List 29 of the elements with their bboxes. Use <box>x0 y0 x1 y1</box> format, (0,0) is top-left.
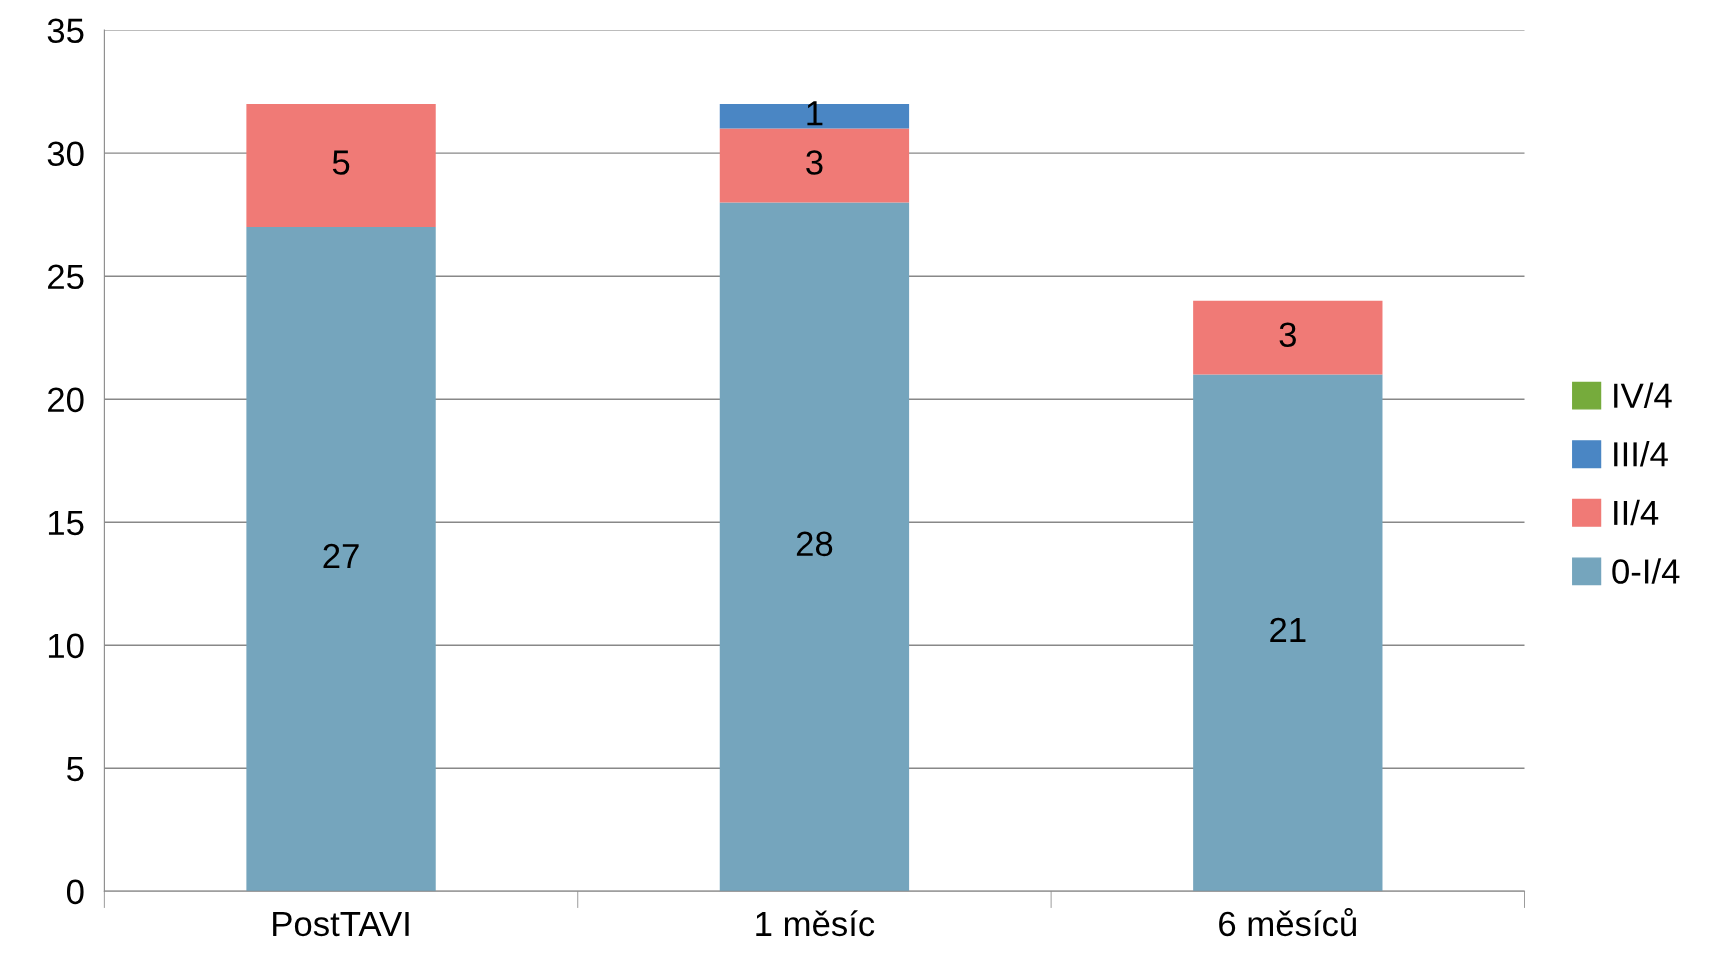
legend-label: IV/4 <box>1614 382 1672 409</box>
y-tick-label: 10 <box>48 633 84 659</box>
y-tick-label: 0 <box>66 879 84 905</box>
data-label: 28 <box>796 531 833 557</box>
y-tick-label: 15 <box>48 510 84 536</box>
data-label: 5 <box>332 150 350 175</box>
bar <box>1193 300 1383 375</box>
y-tick-label: 20 <box>48 387 84 413</box>
bar <box>246 103 436 227</box>
data-label: 21 <box>1270 617 1306 642</box>
legend-label: 0-I/4 <box>1612 558 1680 584</box>
x-tick-label: PostTAVI <box>273 911 409 937</box>
data-label: 3 <box>1279 322 1296 348</box>
y-tick-label: 5 <box>67 756 84 782</box>
legend-label: II/4 <box>1614 499 1659 526</box>
bar <box>719 128 910 203</box>
bar <box>246 226 436 892</box>
data-label: 3 <box>806 150 823 175</box>
data-label: 1 <box>807 101 823 126</box>
data-label: 27 <box>323 543 359 569</box>
bar <box>719 202 910 892</box>
y-tick-label: 25 <box>48 264 84 290</box>
x-tick-label: 1 měsíc <box>756 910 875 937</box>
y-tick-label: 35 <box>47 18 84 44</box>
legend-label: III/4 <box>1614 441 1668 467</box>
bar <box>1193 374 1383 892</box>
bar <box>719 103 910 129</box>
y-tick-label: 30 <box>47 141 84 167</box>
x-tick-label: 6 měsíců <box>1219 907 1356 937</box>
